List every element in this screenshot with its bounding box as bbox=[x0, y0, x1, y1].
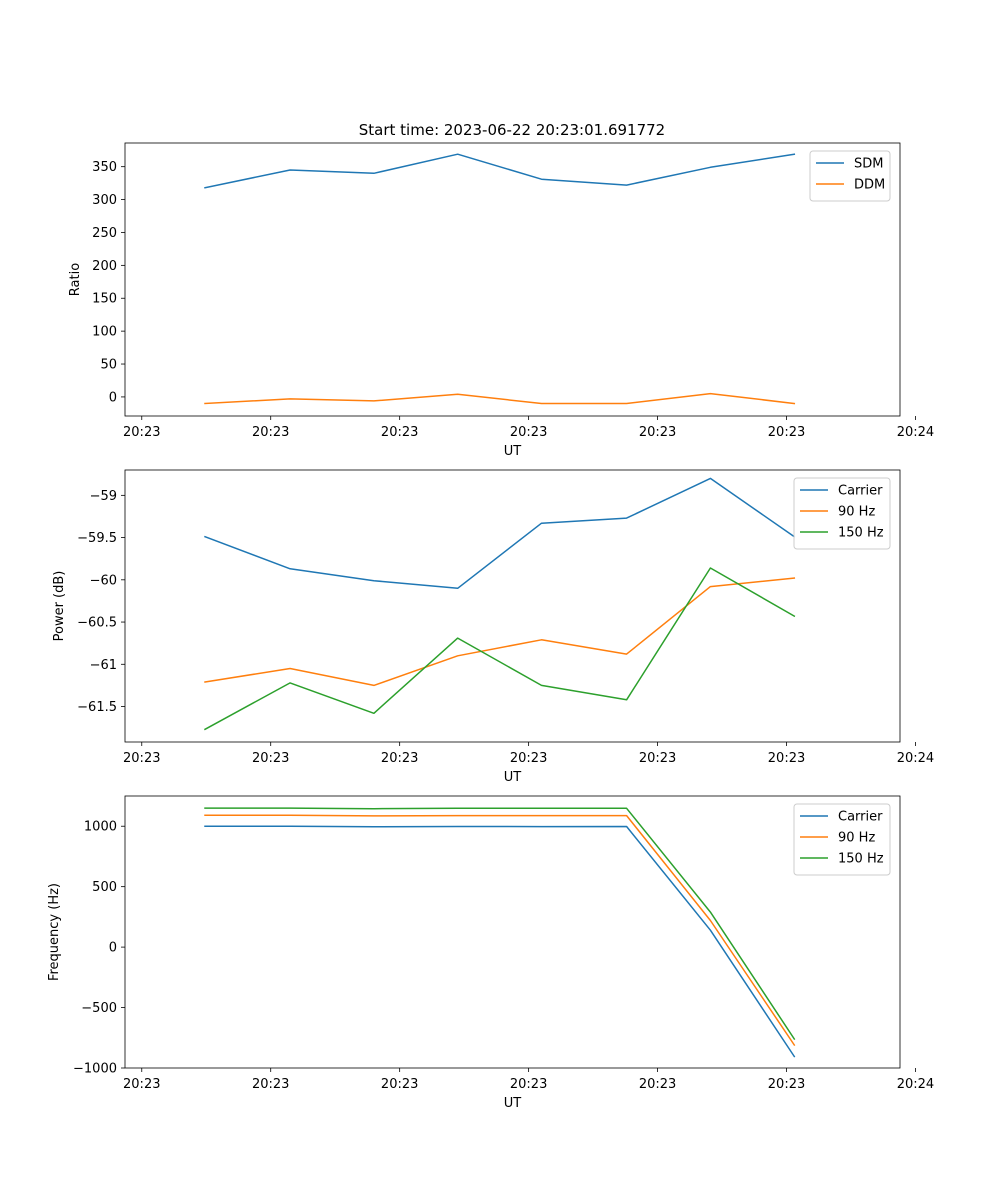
subplot-ratio: 20:23 20:23 20:23 20:23 20:23 20:23 20:24 0 50 10… bbox=[68, 142, 934, 459]
series-line-2-0 bbox=[204, 825, 796, 1058]
y-tick-label: 150 bbox=[92, 292, 117, 307]
series-line-2-2 bbox=[204, 807, 796, 1041]
series-line-0-1 bbox=[204, 392, 796, 405]
y-tick-label: 0 bbox=[109, 390, 117, 405]
x-tick-label: 20:23 bbox=[123, 751, 160, 766]
x-tick-label: 20:24 bbox=[897, 1077, 934, 1092]
legend-label: DDM bbox=[854, 178, 885, 193]
y-tick-label: 300 bbox=[92, 193, 117, 208]
y-tick-label: −60.5 bbox=[77, 616, 117, 631]
figure-title: Start time: 2023-06-22 20:23:01.691772 bbox=[359, 121, 665, 139]
x-tick-label: 20:23 bbox=[123, 1077, 160, 1092]
y-tick-label: 0 bbox=[109, 941, 117, 956]
series-line-0-0 bbox=[204, 153, 796, 189]
legend-label: Carrier bbox=[838, 810, 883, 825]
x-tick-label: 20:23 bbox=[381, 425, 418, 440]
subplot-frequency: 20:23 20:23 20:23 20:23 20:23 20:23 20:24 1000 5… bbox=[47, 795, 934, 1111]
x-tick-label: 20:23 bbox=[510, 425, 547, 440]
legend-label: 150 Hz bbox=[838, 526, 884, 541]
x-tick-label: 20:23 bbox=[768, 751, 805, 766]
y-tick-label: −60 bbox=[90, 573, 117, 588]
y-tick-label: 500 bbox=[92, 880, 117, 895]
x-tick-label: 20:23 bbox=[510, 751, 547, 766]
series-line-2-1 bbox=[204, 814, 796, 1047]
axes-frame bbox=[124, 795, 901, 1069]
x-tick-label: 20:23 bbox=[768, 1077, 805, 1092]
y-tick-label: 100 bbox=[92, 325, 117, 340]
y-tick-label: −500 bbox=[81, 1001, 117, 1016]
x-tick-label: 20:24 bbox=[897, 425, 934, 440]
y-axis-label: Ratio bbox=[68, 263, 83, 296]
y-tick-label: −1000 bbox=[73, 1062, 117, 1077]
legend-label: 90 Hz bbox=[838, 831, 875, 846]
x-axis-label: UT bbox=[504, 1096, 522, 1111]
x-tick-label: 20:23 bbox=[252, 425, 289, 440]
x-tick-label: 20:23 bbox=[381, 1077, 418, 1092]
x-tick-label: 20:23 bbox=[639, 751, 676, 766]
x-tick-label: 20:23 bbox=[510, 1077, 547, 1092]
axes-frame bbox=[124, 469, 901, 743]
subplot-power: 20:23 20:23 20:23 20:23 20:23 20:23 20:24 −59 −5… bbox=[52, 469, 934, 785]
x-axis-label: UT bbox=[504, 770, 522, 785]
y-tick-label: 50 bbox=[100, 358, 117, 373]
x-tick-label: 20:23 bbox=[768, 425, 805, 440]
series-line-1-1 bbox=[204, 577, 796, 687]
series-line-1-0 bbox=[204, 477, 796, 590]
x-tick-label: 20:23 bbox=[639, 1077, 676, 1092]
x-tick-label: 20:23 bbox=[252, 1077, 289, 1092]
y-tick-label: −59.5 bbox=[77, 531, 117, 546]
legend-label: Carrier bbox=[838, 484, 883, 499]
axes-frame bbox=[124, 142, 901, 417]
y-axis-label: Power (dB) bbox=[52, 571, 67, 642]
y-tick-label: 200 bbox=[92, 259, 117, 274]
legend-label: 90 Hz bbox=[838, 505, 875, 520]
x-axis-label: UT bbox=[504, 444, 522, 459]
y-tick-label: −61 bbox=[90, 658, 117, 673]
legend-label: SDM bbox=[854, 157, 883, 172]
x-tick-label: 20:24 bbox=[897, 751, 934, 766]
y-tick-label: 250 bbox=[92, 226, 117, 241]
x-tick-label: 20:23 bbox=[639, 425, 676, 440]
y-tick-label: 1000 bbox=[84, 820, 117, 835]
x-tick-label: 20:23 bbox=[123, 425, 160, 440]
series-line-1-2 bbox=[203, 567, 796, 731]
y-axis-label: Frequency (Hz) bbox=[47, 883, 62, 981]
legend-label: 150 Hz bbox=[838, 852, 884, 867]
x-tick-label: 20:23 bbox=[381, 751, 418, 766]
x-tick-label: 20:23 bbox=[252, 751, 289, 766]
y-tick-label: −59 bbox=[90, 489, 117, 504]
y-tick-label: 350 bbox=[92, 160, 117, 175]
y-tick-label: −61.5 bbox=[77, 700, 117, 715]
